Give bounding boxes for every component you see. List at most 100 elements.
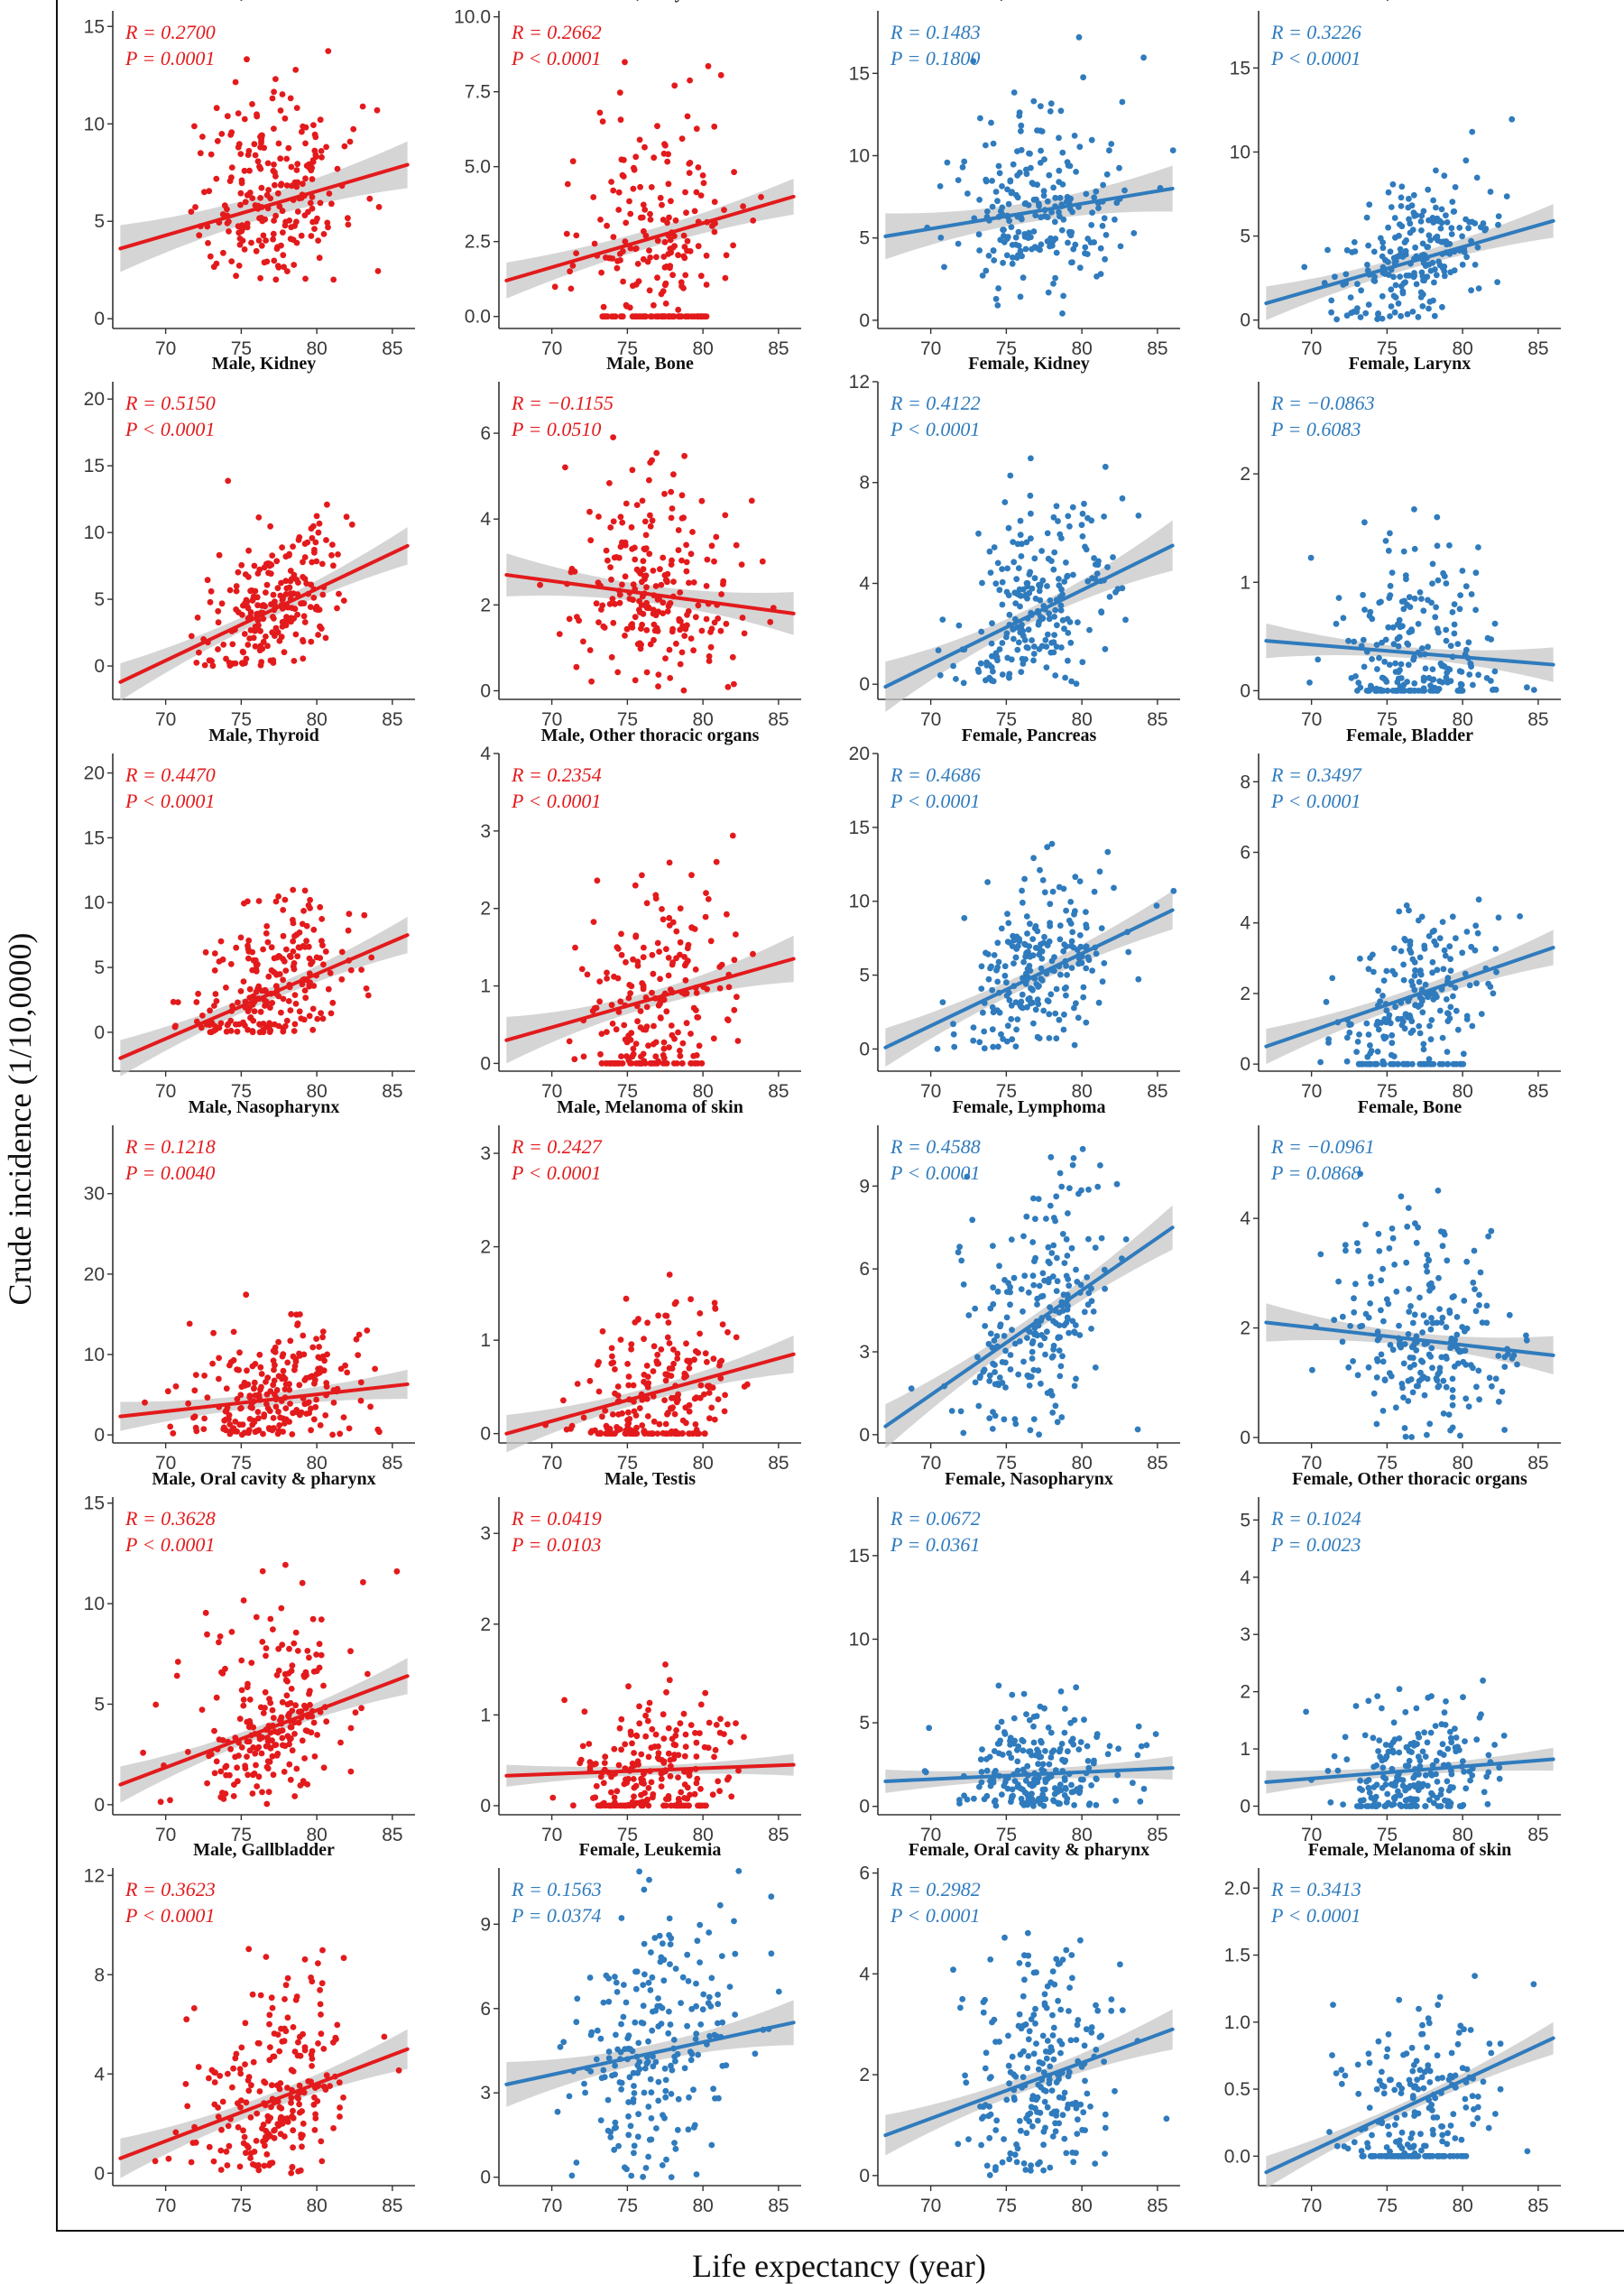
scatter-point [636, 1703, 642, 1710]
scatter-point [319, 1334, 326, 1341]
scatter-point [1446, 666, 1453, 673]
scatter-point [999, 204, 1006, 211]
scatter-point [1409, 982, 1416, 989]
r-value-label: R = 0.4588 [890, 1135, 981, 1158]
scatter-point [568, 566, 576, 572]
scatter-point [1443, 580, 1450, 587]
scatter-point [984, 879, 991, 885]
scatter-point [654, 237, 661, 245]
scatter-point [649, 989, 655, 996]
scatter-point [316, 520, 323, 527]
scatter-point [1075, 960, 1082, 967]
scatter-point [1333, 316, 1340, 323]
p-value-label: P < 0.0001 [511, 47, 601, 69]
scatter-point [1473, 980, 1480, 987]
scatter-point [230, 1328, 237, 1336]
scatter-point [300, 1332, 307, 1339]
scatter-point [1365, 242, 1371, 249]
scatter-point [1055, 518, 1061, 524]
scatter-point [594, 877, 601, 884]
scatter-point [1403, 273, 1410, 279]
scatter-point [272, 1348, 279, 1355]
scatter-point [1390, 641, 1398, 648]
scatter-point [1004, 186, 1010, 193]
scatter-point [673, 955, 679, 962]
scatter-point [1370, 1390, 1378, 1397]
scatter-point [252, 202, 259, 208]
scatter-point [934, 1045, 941, 1052]
r-value-label: R = 0.3226 [1270, 21, 1361, 43]
x-tick-label: 70 [541, 338, 562, 359]
scatter-point [948, 1408, 955, 1414]
regression-line [1264, 639, 1555, 667]
scatter-point [1438, 1354, 1445, 1361]
scatter-point [1003, 252, 1010, 259]
scatter-point [1066, 522, 1073, 530]
y-tick-label: 5 [1240, 1510, 1250, 1530]
scatter-point [1379, 1705, 1385, 1712]
scatter-point [1004, 565, 1010, 572]
scatter-point [1381, 658, 1388, 665]
x-tick-label: 80 [692, 1081, 713, 1102]
scatter-point [674, 1350, 681, 1357]
scatter-point [219, 1669, 226, 1677]
scatter-point [226, 1421, 234, 1428]
scatter-point [1398, 223, 1406, 230]
scatter-point [1012, 954, 1020, 961]
scatter-point [937, 183, 944, 190]
x-tick-label: 75 [617, 709, 638, 730]
scatter-point [223, 655, 229, 662]
scatter-point [1416, 1294, 1423, 1301]
scatter-point [1056, 1800, 1062, 1807]
scatter-point [687, 1722, 695, 1728]
r-value-label: R = 0.4686 [890, 763, 981, 786]
scatter-point [996, 587, 1003, 594]
scatter-point [1004, 1022, 1011, 1030]
scatter-point [224, 113, 231, 120]
regression-line [118, 543, 410, 684]
scatter-point [1034, 127, 1040, 134]
scatter-point [245, 642, 252, 648]
scatter-point [212, 1026, 219, 1033]
scatter-point [663, 946, 669, 953]
scatter-point [219, 1737, 226, 1743]
scatter-points [1309, 1170, 1530, 1440]
scatter-point [1061, 1729, 1068, 1736]
scatter-point [264, 1765, 272, 1772]
scatter-point [955, 622, 963, 629]
scatter-point [1393, 1288, 1400, 1295]
scatter-point [1435, 1382, 1443, 1389]
scatter-point [1057, 922, 1064, 929]
y-tick-label: 0 [480, 1424, 491, 1445]
scatter-point [1069, 504, 1076, 511]
scatter-point [1476, 1291, 1482, 1299]
scatter-point [270, 591, 277, 598]
scatter-point [234, 1028, 241, 1035]
scatter-point [1055, 1335, 1062, 1341]
scatter-point [1420, 1312, 1427, 1318]
r-value-label: R = 0.0419 [511, 1507, 602, 1530]
scatter-point [1325, 1036, 1332, 1043]
scatter-point [204, 1780, 211, 1787]
scatter-point [1427, 1770, 1435, 1777]
scatter-point [288, 1724, 295, 1731]
scatter-point [306, 1013, 313, 1020]
scatter-point [317, 1422, 324, 1429]
scatter-point [295, 579, 301, 586]
scatter-point [1351, 1308, 1358, 1316]
scatter-point [976, 1039, 983, 1046]
scatter-point [1399, 1782, 1407, 1789]
scatter-point [731, 957, 738, 964]
scatter-point [346, 1425, 353, 1432]
scatter-point [655, 1312, 661, 1319]
scatter-point [260, 615, 267, 623]
x-tick-label: 85 [1147, 709, 1167, 730]
scatter-point [164, 1388, 171, 1395]
scatter-point [1389, 1346, 1397, 1354]
scatter-point [1427, 682, 1434, 689]
scatter-point [1408, 628, 1416, 634]
scatter-point [305, 902, 312, 909]
scatter-point [748, 497, 755, 504]
scatter-point [1084, 954, 1092, 961]
